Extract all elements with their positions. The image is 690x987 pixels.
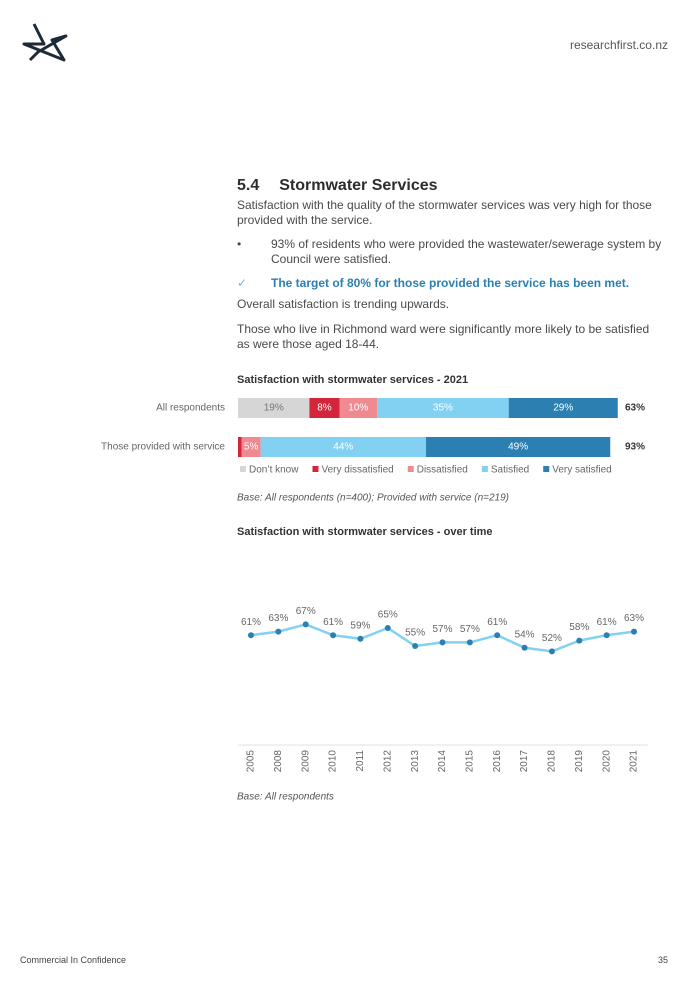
data-label: 49% (508, 442, 528, 453)
data-label: 10% (348, 403, 368, 414)
x-tick-label: 2008 (273, 750, 284, 773)
x-tick-label: 2019 (574, 750, 585, 773)
data-label: 63% (624, 613, 644, 624)
site-url: researchfirst.co.nz (569, 38, 668, 52)
x-tick-label: 2009 (300, 750, 311, 773)
x-tick-label: 2015 (464, 750, 475, 773)
data-label: 29% (553, 403, 573, 414)
legend-label: Very dissatisfied (321, 465, 393, 476)
section-heading: 5.4 Stormwater Services (237, 177, 438, 195)
data-label: 54% (515, 629, 535, 640)
data-label: 61% (323, 617, 343, 628)
bullet: 93% of residents who were provided the w… (271, 237, 662, 266)
marker (631, 628, 637, 635)
x-tick-label: 2017 (519, 750, 530, 773)
check-marker: ✓ (237, 276, 248, 290)
data-label: 55% (405, 628, 425, 639)
bar-segment (241, 437, 261, 457)
data-label: 44% (333, 442, 353, 453)
intro: Satisfaction with the quality of the sto… (237, 198, 652, 227)
x-tick-label: 2005 (246, 750, 257, 773)
category-label: Those provided with service (101, 442, 225, 453)
chart-title: Satisfaction with stormwater services - … (237, 526, 493, 538)
bar-segment (238, 398, 310, 418)
legend-swatch (543, 466, 550, 472)
bar-segment (426, 437, 611, 457)
bar-segment (339, 398, 378, 418)
marker (494, 632, 501, 639)
legend-label: Don’t know (249, 465, 299, 476)
marker (576, 637, 583, 644)
legend-swatch (240, 466, 246, 472)
data-label: 65% (378, 610, 398, 621)
footer-left: Commercial In Confidence (20, 955, 127, 965)
chart-note: Base: All respondents (237, 792, 334, 803)
data-label: 57% (432, 624, 452, 635)
data-label: 58% (569, 622, 589, 633)
x-tick-label: 2010 (328, 750, 339, 773)
marker (439, 639, 446, 646)
data-label: 63% (268, 613, 288, 624)
data-label: 52% (542, 633, 562, 644)
section-title: Stormwater Services (279, 177, 438, 194)
paragraph: Those who live in Richmond ward were sig… (237, 322, 650, 351)
paragraph: Overall satisfaction is trending upwards… (237, 297, 450, 311)
x-tick-label: 2018 (547, 750, 558, 773)
marker (384, 625, 391, 631)
bar-segment (508, 398, 618, 418)
data-label: 19% (264, 403, 284, 414)
bar-segment (377, 398, 509, 418)
marker (330, 632, 337, 639)
data-label: 59% (350, 620, 370, 631)
bar-segment (260, 437, 426, 457)
marker (275, 628, 282, 635)
data-label: 61% (487, 617, 507, 628)
data-label: 61% (241, 617, 261, 628)
x-tick-label: 2016 (492, 750, 503, 773)
legend-label: Very satisfied (552, 465, 611, 476)
total-label: 93% (625, 442, 645, 453)
logo (22, 23, 68, 62)
data-label: 35% (433, 403, 453, 414)
marker (412, 643, 419, 649)
x-tick-label: 2012 (382, 750, 393, 773)
section-number: 5.4 (237, 177, 260, 194)
marker (357, 635, 364, 642)
data-label: 67% (296, 606, 316, 617)
category-label: All respondents (156, 403, 225, 414)
x-tick-label: 2021 (629, 750, 640, 773)
x-tick-label: 2014 (437, 750, 448, 773)
data-label: 5% (244, 442, 259, 453)
x-tick-label: 2011 (355, 750, 366, 772)
chart-title: Satisfaction with stormwater services - … (237, 374, 468, 386)
bar-segment (238, 437, 242, 457)
marker (302, 621, 309, 628)
x-tick-label: 2013 (410, 750, 421, 773)
chart-note: Base: All respondents (n=400); Provided … (237, 493, 509, 504)
legend-swatch (312, 466, 319, 472)
marker (548, 648, 555, 655)
bullet-marker: • (237, 237, 242, 251)
legend-swatch (407, 466, 414, 472)
marker (521, 644, 528, 651)
x-tick-label: 2020 (601, 750, 612, 773)
page-number: 35 (657, 955, 668, 965)
legend-swatch (481, 466, 488, 472)
legend-label: Dissatisfied (417, 465, 468, 476)
target: The target of 80% for those provided the… (271, 276, 630, 290)
marker (603, 632, 610, 639)
data-label: 61% (597, 617, 617, 628)
data-label: 8% (317, 403, 332, 414)
data-label: 57% (460, 624, 480, 635)
bar-segment (309, 398, 340, 418)
marker (248, 632, 254, 639)
marker (466, 639, 473, 646)
legend-label: Satisfied (491, 465, 529, 476)
total-label: 63% (625, 403, 645, 414)
